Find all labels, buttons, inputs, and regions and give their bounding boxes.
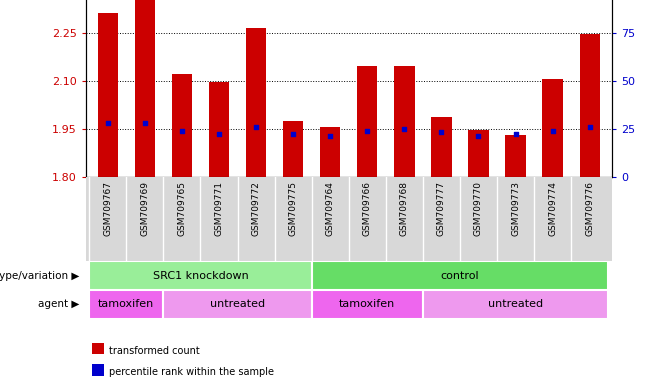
Bar [209,82,229,177]
Text: genotype/variation ▶: genotype/variation ▶ [0,270,79,281]
Point [251,124,261,130]
Text: transformed count: transformed count [109,346,199,356]
Text: GSM709777: GSM709777 [437,181,446,236]
Text: GSM709772: GSM709772 [251,181,261,236]
Text: GSM709768: GSM709768 [400,181,409,236]
Text: GSM709771: GSM709771 [215,181,224,236]
Bar [86,177,612,261]
Bar [172,74,192,177]
Text: GSM709770: GSM709770 [474,181,483,236]
Point [584,124,595,130]
Bar [89,290,163,319]
Text: GSM709776: GSM709776 [585,181,594,236]
Text: GSM709774: GSM709774 [548,181,557,236]
Text: GSM709767: GSM709767 [103,181,113,236]
Text: percentile rank within the sample: percentile rank within the sample [109,367,274,377]
Point [473,133,484,139]
Text: tamoxifen: tamoxifen [339,299,395,310]
Point [288,131,298,137]
Text: control: control [441,270,479,281]
Text: agent ▶: agent ▶ [38,299,79,310]
Point [325,133,336,139]
Point [103,120,113,126]
Bar [431,118,451,177]
Point [511,131,521,137]
Text: GSM709775: GSM709775 [289,181,297,236]
Text: GSM709764: GSM709764 [326,181,335,236]
Bar [89,261,312,290]
Bar [246,28,266,177]
Point [436,129,447,136]
Bar [394,66,415,177]
Bar [423,290,608,319]
Bar [542,79,563,177]
Bar [97,13,118,177]
Bar [312,290,423,319]
Text: untreated: untreated [488,299,543,310]
Point [362,127,372,134]
Bar [163,290,312,319]
Bar [357,66,378,177]
Bar [468,130,489,177]
Text: GSM709765: GSM709765 [178,181,186,236]
Text: GSM709773: GSM709773 [511,181,520,236]
Point [547,127,558,134]
Point [139,120,150,126]
Bar [283,121,303,177]
Point [214,131,224,137]
Bar [312,261,608,290]
Point [176,127,187,134]
Bar [505,135,526,177]
Text: tamoxifen: tamoxifen [98,299,155,310]
Text: GSM709766: GSM709766 [363,181,372,236]
Bar [320,127,340,177]
Text: SRC1 knockdown: SRC1 knockdown [153,270,248,281]
Text: untreated: untreated [210,299,265,310]
Bar [135,0,155,177]
Point [399,126,410,132]
Bar [580,34,600,177]
Text: GSM709769: GSM709769 [140,181,149,236]
